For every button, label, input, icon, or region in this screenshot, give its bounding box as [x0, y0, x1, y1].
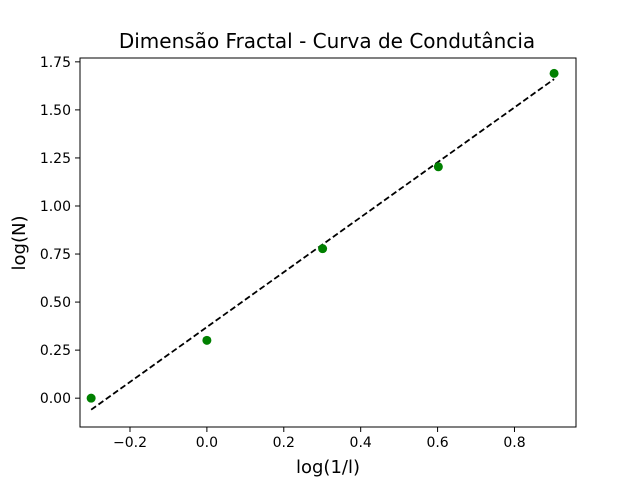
x-tick-label: 0.2: [273, 435, 295, 451]
y-tick-label: 0.50: [40, 295, 71, 311]
data-point: [86, 393, 96, 403]
x-tick-label: −0.2: [113, 435, 147, 451]
y-tick-label: 0.75: [40, 247, 71, 263]
y-axis-label: log(N): [9, 216, 30, 271]
y-tick-label: 1.25: [40, 151, 71, 167]
data-point: [318, 244, 328, 254]
y-tick-label: 1.00: [40, 199, 71, 215]
y-tick-label: 1.75: [40, 55, 71, 71]
y-tick-label: 1.50: [40, 103, 71, 119]
data-point: [433, 162, 443, 172]
x-tick-label: 0.0: [196, 435, 218, 451]
x-tick-label: 0.6: [426, 435, 448, 451]
plot-layer: [86, 68, 559, 411]
x-tick-label: 0.8: [503, 435, 525, 451]
data-point: [549, 68, 559, 78]
chart-title: Dimensão Fractal - Curva de Condutância: [119, 29, 535, 53]
y-tick-label: 0.00: [40, 391, 71, 407]
data-point: [202, 335, 212, 345]
x-tick-label: 0.4: [350, 435, 372, 451]
x-axis: −0.2 0.0 0.2 0.4 0.6 0.8: [113, 427, 526, 451]
plot-area: [79, 57, 577, 428]
x-axis-label: log(1/l): [296, 457, 360, 478]
y-tick-label: 0.25: [40, 343, 71, 359]
y-axis: 0.00 0.25 0.50 0.75 1.00 1.25 1.50 1.75: [40, 55, 80, 407]
